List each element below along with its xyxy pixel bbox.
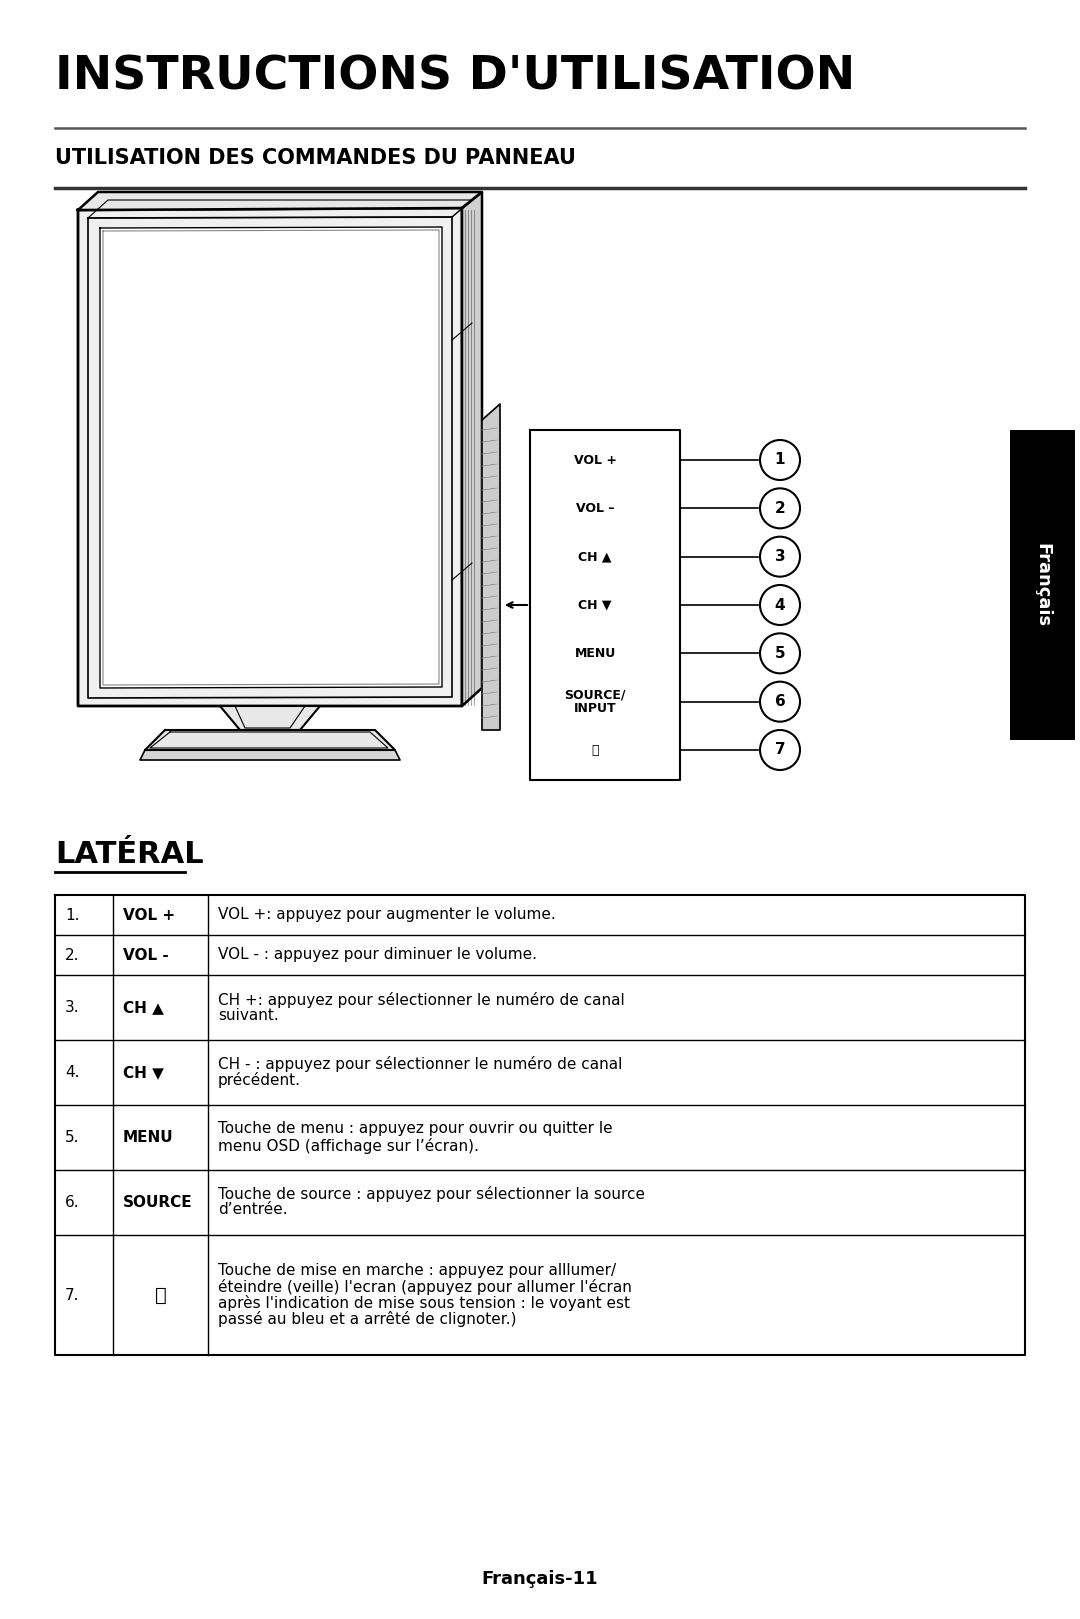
Text: VOL -: VOL - (123, 947, 168, 963)
Polygon shape (78, 193, 482, 210)
Text: suivant.: suivant. (218, 1007, 279, 1023)
Text: CH ▼: CH ▼ (123, 1065, 164, 1080)
Text: menu OSD (affichage sur l’écran).: menu OSD (affichage sur l’écran). (218, 1138, 478, 1153)
Text: VOL - : appuyez pour diminuer le volume.: VOL - : appuyez pour diminuer le volume. (218, 947, 537, 962)
Text: INSTRUCTIONS D'UTILISATION: INSTRUCTIONS D'UTILISATION (55, 55, 855, 100)
Text: UTILISATION DES COMMANDES DU PANNEAU: UTILISATION DES COMMANDES DU PANNEAU (55, 147, 576, 168)
Text: 5: 5 (774, 646, 785, 661)
Text: Français-11: Français-11 (482, 1570, 598, 1588)
Text: passé au bleu et a arrêté de clignoter.): passé au bleu et a arrêté de clignoter.) (218, 1311, 516, 1328)
Text: 7.: 7. (65, 1287, 80, 1303)
Polygon shape (78, 207, 462, 706)
Bar (1010, 431, 1075, 740)
Text: 5.: 5. (65, 1130, 80, 1145)
Text: 2: 2 (774, 500, 785, 516)
Text: LATÉRAL: LATÉRAL (55, 840, 204, 869)
Text: Français: Français (1034, 542, 1052, 627)
Text: 4.: 4. (65, 1065, 80, 1080)
Text: 2.: 2. (65, 947, 80, 963)
Text: CH +: appuyez pour sélectionner le numéro de canal: CH +: appuyez pour sélectionner le numér… (218, 991, 624, 1007)
Text: CH - : appuyez pour sélectionner le numéro de canal: CH - : appuyez pour sélectionner le numé… (218, 1057, 622, 1072)
Polygon shape (482, 405, 500, 730)
Polygon shape (140, 750, 400, 759)
Text: MENU: MENU (575, 648, 616, 661)
Text: MENU: MENU (123, 1130, 174, 1145)
Text: VOL –: VOL – (576, 502, 615, 515)
Text: 3: 3 (774, 549, 785, 563)
Text: 6.: 6. (65, 1195, 80, 1209)
Polygon shape (145, 730, 395, 750)
Text: 4: 4 (774, 597, 785, 612)
Text: SOURCE: SOURCE (123, 1195, 192, 1209)
Text: 1: 1 (774, 452, 785, 468)
Polygon shape (462, 193, 482, 706)
Text: Touche de mise en marche : appuyez pour alllumer/: Touche de mise en marche : appuyez pour … (218, 1263, 616, 1277)
Polygon shape (100, 227, 442, 688)
Text: Touche de source : appuyez pour sélectionner la source: Touche de source : appuyez pour sélectio… (218, 1187, 645, 1203)
Text: CH ▲: CH ▲ (123, 1001, 164, 1015)
Text: Touche de menu : appuyez pour ouvrir ou quitter le: Touche de menu : appuyez pour ouvrir ou … (218, 1122, 612, 1137)
Text: 7: 7 (774, 743, 785, 758)
Text: ⏻: ⏻ (154, 1285, 166, 1305)
Text: d’entrée.: d’entrée. (218, 1203, 287, 1217)
Text: VOL +: VOL + (123, 908, 175, 923)
Text: CH ▲: CH ▲ (578, 550, 611, 563)
Text: ⏻: ⏻ (591, 743, 598, 756)
Text: SOURCE/
INPUT: SOURCE/ INPUT (564, 688, 625, 714)
Text: précédent.: précédent. (218, 1072, 301, 1088)
Text: 3.: 3. (65, 1001, 80, 1015)
Text: VOL +: VOL + (573, 453, 617, 466)
Text: 6: 6 (774, 695, 785, 709)
Text: après l'indication de mise sous tension : le voyant est: après l'indication de mise sous tension … (218, 1295, 630, 1311)
Text: 1.: 1. (65, 908, 80, 923)
Text: éteindre (veille) l'ecran (appuyez pour allumer l'écran: éteindre (veille) l'ecran (appuyez pour … (218, 1279, 632, 1295)
Text: VOL +: appuyez pour augmenter le volume.: VOL +: appuyez pour augmenter le volume. (218, 907, 556, 921)
Polygon shape (220, 706, 320, 730)
Text: CH ▼: CH ▼ (578, 599, 611, 612)
